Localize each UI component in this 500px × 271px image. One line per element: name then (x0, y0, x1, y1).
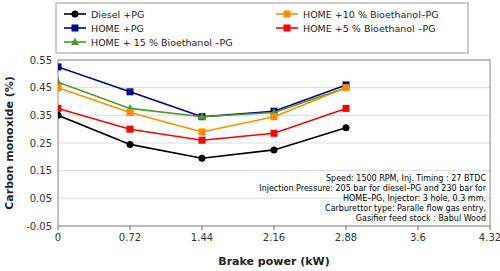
x-tick (202, 226, 203, 230)
y-tick-label: 0.15 (30, 165, 52, 176)
point (127, 141, 134, 148)
point (343, 124, 350, 131)
x-tick-label: 1.44 (191, 232, 213, 243)
x-tick (130, 226, 131, 230)
series-line (58, 88, 346, 132)
y-tick-label: 0.35 (30, 110, 52, 121)
legend-label: HOME +10 % Bioethanol–PG (303, 9, 439, 20)
legend-label: HOME +PG (91, 23, 144, 34)
series-group (58, 63, 350, 161)
x-tick (346, 226, 347, 230)
point (58, 112, 62, 119)
series-line (58, 67, 346, 117)
plot-frame (58, 60, 490, 226)
x-tick-label: 4.32 (479, 232, 500, 243)
legend-marker (71, 38, 79, 45)
y-tick-label: 0.05 (30, 193, 52, 204)
y-tick-label: 0.55 (30, 55, 52, 66)
point (58, 84, 62, 91)
annotation: HOME–PG, Injector: 3 hole, 0.3 mm, (343, 194, 486, 203)
legend-label: HOME +5 % Bioethanol –PG (303, 23, 436, 34)
series-line (58, 82, 346, 117)
x-tick (58, 226, 59, 230)
grid-line (58, 143, 490, 144)
point (271, 146, 278, 153)
legend-marker (72, 25, 79, 32)
x-tick-label: 0 (55, 232, 61, 243)
point (58, 63, 62, 70)
annotation: Gasifier feed stock : Babul Wood (356, 214, 486, 223)
point (343, 84, 350, 91)
series-line (58, 115, 346, 158)
y-tick-label: 0.25 (30, 138, 52, 149)
chart: -0.05 0.05 0.15 0.25 0.35 0.45 0.55 0 0.72 1.44 2.… (0, 0, 500, 271)
annotation: Injection Pressure: 205 bar for diesel–P… (259, 184, 486, 193)
point (127, 126, 134, 133)
point (58, 78, 62, 85)
grid-line (58, 87, 490, 88)
legend-marker (284, 25, 291, 32)
y-tick-label: -0.05 (26, 221, 52, 232)
x-tick (490, 226, 491, 230)
y-axis-label: Carbon monoxide (%) (3, 76, 16, 210)
x-tick-label: 0.72 (119, 232, 141, 243)
legend-label: Diesel +PG (91, 9, 144, 20)
x-tick-label: 2.88 (335, 232, 357, 243)
legend: Diesel +PG HOME +PG HOME + 15 % Bioethanol… (56, 3, 468, 53)
legend-label: HOME + 15 % Bioethanol –PG (91, 37, 233, 48)
point (127, 88, 134, 95)
legend-frame (56, 3, 468, 53)
annotation: Carburettor type: Paralle flow gas entry… (325, 204, 486, 213)
legend-marker (72, 11, 79, 18)
x-tick (274, 226, 275, 230)
legend-marker (284, 11, 291, 18)
point (199, 155, 206, 162)
series-line (58, 108, 346, 140)
x-tick-label: 3.6 (410, 232, 426, 243)
point (127, 109, 134, 116)
point (343, 105, 350, 112)
point (271, 113, 278, 120)
x-tick (418, 226, 419, 230)
point (342, 83, 350, 90)
y-tick-label: 0.45 (30, 82, 52, 93)
point (199, 137, 206, 144)
point (271, 130, 278, 137)
point (199, 128, 206, 135)
x-tick-label: 2.16 (263, 232, 285, 243)
point (58, 105, 62, 112)
point (198, 112, 206, 119)
x-axis-label: Brake power (kW) (218, 255, 329, 268)
grid-line (58, 170, 490, 171)
annotation: Speed: 1500 RPM, Inj. Timing : 27 BTDC (326, 174, 486, 183)
